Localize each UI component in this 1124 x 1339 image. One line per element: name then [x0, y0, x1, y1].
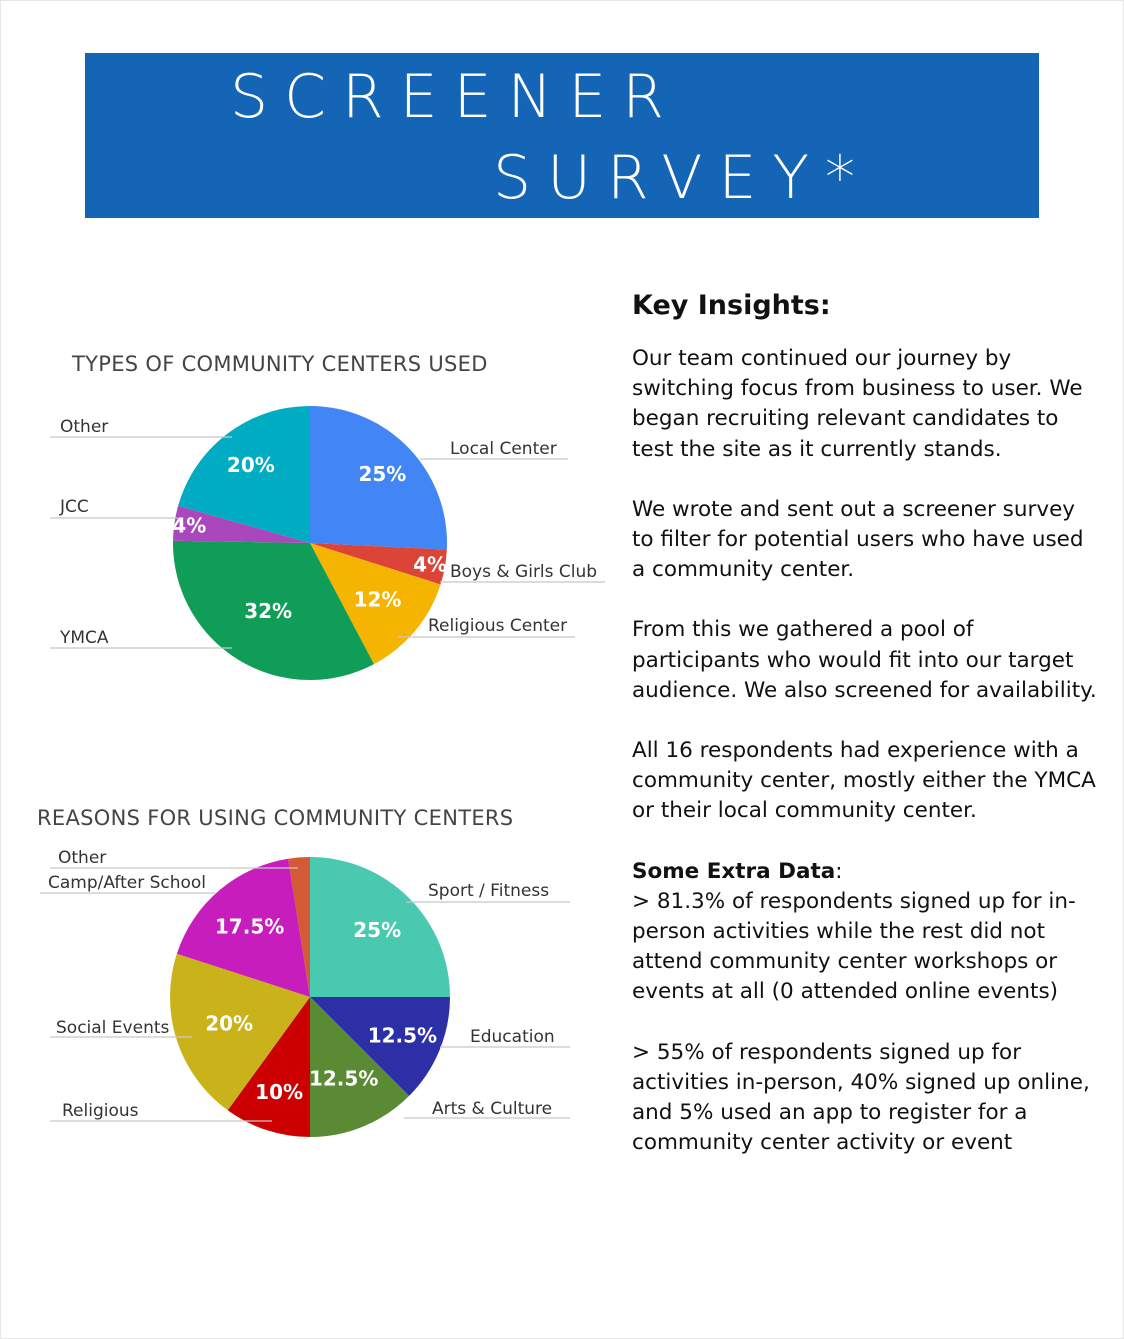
pie-2-category-label: Camp/After School — [48, 873, 206, 893]
pie-1-category-label: Local Center — [450, 439, 557, 459]
pie-2-value-label: 20% — [205, 1011, 253, 1035]
chart-2-title: REASONS FOR USING COMMUNITY CENTERS — [37, 806, 514, 830]
pie-1-slice-boys-girls-club — [310, 543, 447, 585]
pie-1-value-label: 25% — [358, 462, 406, 486]
pie-1-value-label: 4% — [172, 513, 206, 537]
insight-paragraph-1: Our team continued our journey by switch… — [632, 346, 1083, 462]
pie-1-slice-other — [178, 406, 310, 543]
insight-paragraph-4: All 16 respondents had experience with a… — [632, 738, 1096, 824]
pie-2-category-label: Other — [58, 848, 106, 868]
extra-data-colon: : — [835, 858, 843, 884]
pie-2-value-label: 12.5% — [309, 1066, 378, 1090]
pie-2-value-label: 12.5% — [368, 1023, 437, 1047]
title-line-1: SCREENER — [230, 62, 680, 132]
key-insights-heading: Key Insights: — [632, 290, 831, 321]
pie-1-category-label: Boys & Girls Club — [450, 562, 597, 582]
extra-data-item-2: > 55% of respondents signed up for activ… — [632, 1039, 1090, 1156]
pie-1-slice-religious-center — [310, 543, 441, 665]
pie-2-category-label: Education — [470, 1027, 555, 1047]
pie-1-category-label: Religious Center — [428, 616, 567, 636]
pie-1-category-label: Other — [60, 417, 108, 437]
pie-1-category-label: YMCA — [59, 628, 109, 648]
chart-1-title: TYPES OF COMMUNITY CENTERS USED — [72, 352, 488, 376]
pie-1-value-label: 4% — [413, 553, 447, 577]
pie-1-slice-local-center — [310, 406, 447, 550]
chart-1-pie: 25% 4% 12% 32% 4% 20% Local Center Boys & Girls… — [50, 406, 605, 680]
key-insights-panel: Key Insights: Our team continued our jou… — [632, 286, 1102, 1158]
pie-2-value-label: 17.5% — [215, 914, 284, 938]
pie-2-slice-education — [310, 997, 451, 1096]
pie-2-value-label: 10% — [255, 1080, 303, 1104]
pie-1-category-label: JCC — [59, 497, 89, 517]
pie-1-slice-jcc — [173, 505, 310, 543]
extra-data-block: Some Extra Data: > 81.3% of respondents … — [632, 857, 1102, 1008]
pie-2-category-label: Social Events — [56, 1018, 170, 1038]
title-line-2: SURVEY* — [493, 143, 872, 213]
pie-1-slice-ymca — [173, 540, 374, 680]
chart-2-pie: 25%12.5%12.5%10%20%17.5%Sport / FitnessE… — [40, 848, 570, 1137]
pie-1-value-label: 20% — [227, 453, 275, 477]
pie-2-category-label: Sport / Fitness — [428, 881, 549, 901]
extra-data-item-1: > 81.3% of respondents signed up for in-… — [632, 888, 1076, 1005]
pie-1-value-label: 32% — [244, 599, 292, 623]
pie-2-category-label: Religious — [62, 1101, 139, 1121]
pie-2-slice-other — [288, 857, 310, 997]
pie-2-slice-camp-after-school — [176, 858, 310, 997]
pie-2-category-label: Arts & Culture — [432, 1099, 552, 1119]
insight-paragraph-2: We wrote and sent out a screener survey … — [632, 496, 1084, 583]
pie-2-slice-religious — [227, 997, 310, 1137]
pie-2-slice-arts-culture — [310, 997, 409, 1137]
pie-2-slice-social-events — [169, 953, 310, 1111]
pie-2-value-label: 25% — [353, 918, 401, 942]
extra-data-heading: Some Extra Data — [632, 858, 836, 884]
title-banner: SCREENER SURVEY* — [85, 53, 1039, 218]
pie-2-slice-sport-fitness — [310, 857, 450, 997]
pie-1-value-label: 12% — [354, 587, 402, 611]
insight-paragraph-3: From this we gathered a pool of particip… — [632, 617, 1097, 703]
